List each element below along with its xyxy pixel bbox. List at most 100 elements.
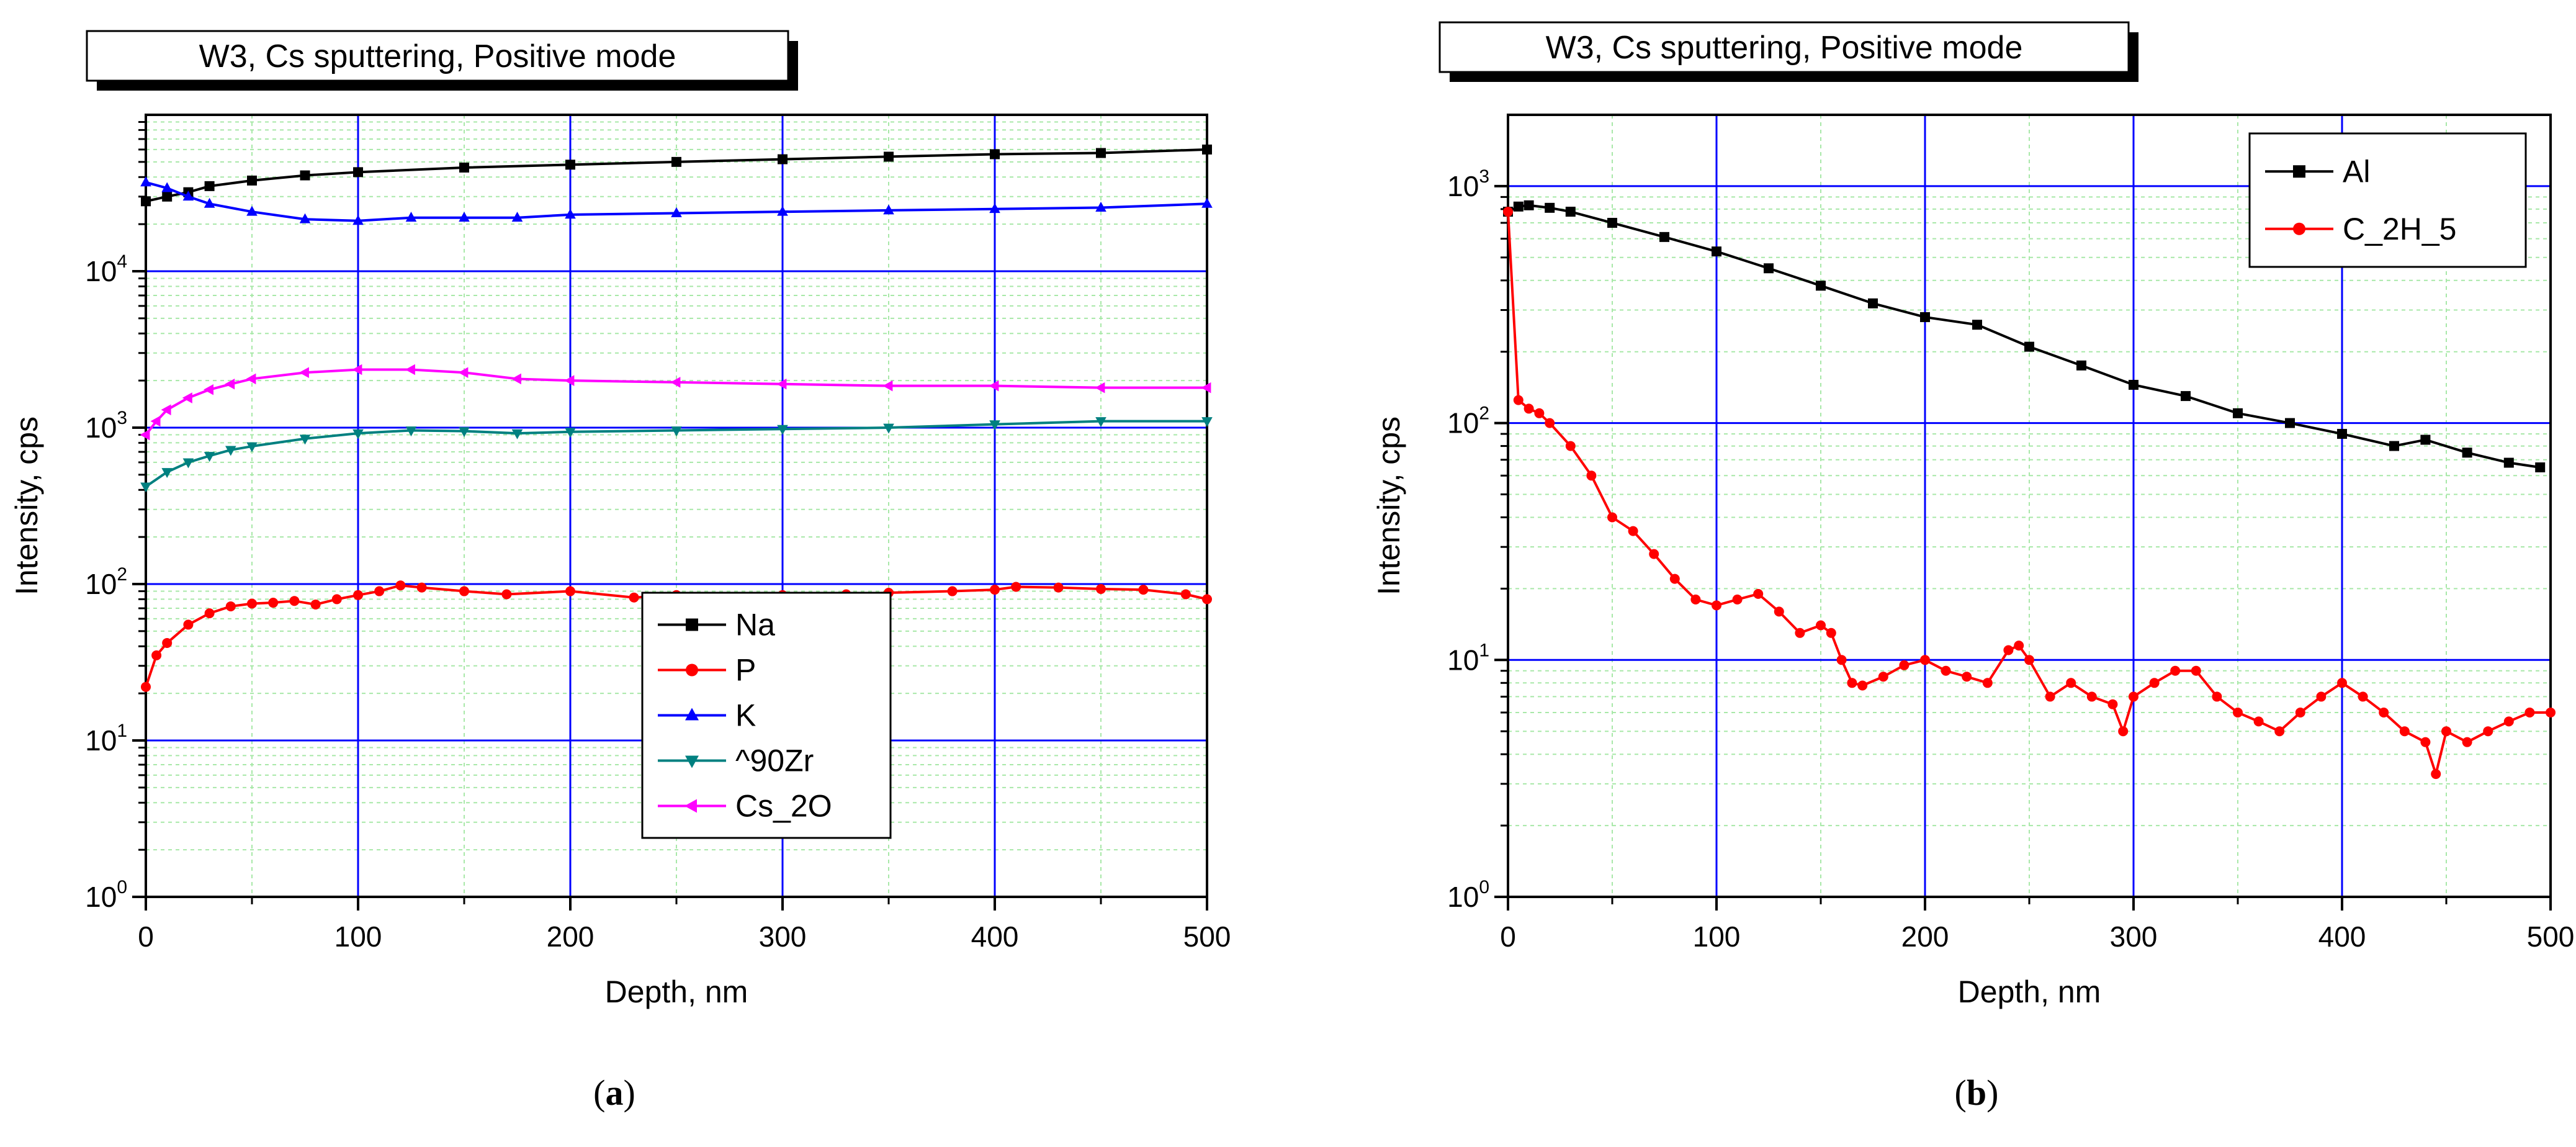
y-tick-label: 103 [85, 408, 127, 444]
data-point [2379, 707, 2389, 717]
data-point [882, 380, 893, 392]
y-tick-base: 10 [85, 255, 117, 287]
legend-marker [2293, 222, 2305, 235]
data-point [246, 373, 256, 385]
data-point [671, 207, 682, 217]
data-point [204, 197, 215, 208]
data-point [671, 426, 682, 437]
data-point [2233, 408, 2243, 418]
data-point [162, 191, 173, 202]
data-point [2024, 341, 2034, 352]
data-point [459, 212, 470, 222]
data-point [352, 364, 362, 376]
data-point [1753, 588, 1764, 599]
data-point [2503, 457, 2514, 468]
data-point [204, 384, 213, 395]
data-point [777, 205, 788, 216]
data-point [883, 423, 894, 434]
data-point [778, 154, 788, 164]
data-point [947, 586, 958, 596]
data-point [268, 598, 279, 608]
data-point [776, 378, 787, 390]
data-point [1096, 583, 1106, 594]
data-point [1795, 627, 1805, 638]
panel-label: b [1967, 1073, 1986, 1113]
y-tick-exponent: 3 [117, 408, 127, 428]
data-point [204, 452, 215, 462]
data-point [458, 367, 469, 379]
series-line [1507, 211, 2551, 776]
data-point [151, 650, 162, 660]
data-point [1202, 144, 1212, 155]
data-point [141, 681, 151, 692]
data-point [2170, 665, 2181, 676]
data-point [1202, 594, 1212, 605]
data-point [565, 428, 576, 438]
series-k [140, 176, 1213, 225]
panel-caption: (a) [593, 1073, 635, 1113]
x-tick-label: 300 [2110, 920, 2158, 953]
data-point [182, 392, 192, 403]
legend-label: C_2H_5 [2343, 212, 2456, 246]
data-point [331, 594, 342, 605]
data-point [1836, 655, 1847, 665]
data-point [141, 196, 151, 207]
data-point [2316, 691, 2327, 702]
data-point [247, 175, 257, 186]
x-tick-label: 400 [2318, 920, 2366, 953]
data-point [1524, 200, 1534, 210]
data-point [2014, 641, 2024, 651]
data-point [1586, 470, 1597, 481]
data-point [2420, 434, 2431, 445]
data-point [501, 589, 512, 600]
data-point [1899, 660, 1910, 670]
data-point [300, 170, 310, 181]
data-point [2389, 441, 2399, 451]
legend-item: Al [2265, 154, 2370, 189]
x-tick-label: 0 [1500, 920, 1516, 953]
data-point [247, 598, 257, 609]
chart-title-box: W3, Cs sputtering, Positive mode [1438, 21, 2138, 82]
data-point [353, 590, 363, 600]
data-point [1816, 620, 1826, 631]
data-point [416, 582, 427, 593]
legend-item: K [658, 698, 756, 733]
data-point [1774, 606, 1784, 617]
data-point [564, 375, 575, 386]
data-point [2462, 448, 2472, 458]
data-point [565, 209, 576, 219]
data-point [1972, 320, 1982, 330]
data-point [2003, 645, 2014, 655]
data-point [299, 434, 311, 445]
data-point [2149, 678, 2160, 688]
data-point [1096, 148, 1106, 158]
y-tick-exponent: 4 [117, 251, 127, 272]
series-line [145, 420, 1207, 488]
data-point [405, 426, 417, 437]
legend-marker [686, 663, 698, 677]
x-tick-label: 300 [759, 920, 807, 953]
data-point [2462, 737, 2472, 747]
chart-title: W3, Cs sputtering, Positive mode [1546, 30, 2023, 66]
y-tick-label: 100 [85, 877, 127, 913]
y-tick-base: 10 [85, 568, 117, 600]
legend-item: ^90Zr [658, 744, 814, 778]
data-point [565, 160, 575, 170]
data-point [183, 619, 194, 630]
x-tick-label: 500 [2527, 920, 2575, 953]
major-grid [146, 115, 1207, 897]
data-point [459, 162, 469, 173]
data-point [353, 167, 363, 178]
data-point [1565, 441, 1576, 451]
data-point [1095, 201, 1106, 212]
data-point [2420, 737, 2431, 747]
series-group [1503, 200, 2556, 780]
legend-label: ^90Zr [735, 744, 814, 778]
data-point [2253, 716, 2264, 727]
data-point [2483, 726, 2493, 737]
data-point [161, 182, 173, 192]
data-point [2086, 691, 2097, 702]
series-na [141, 144, 1212, 207]
legend-label: Cs_2O [735, 789, 832, 824]
